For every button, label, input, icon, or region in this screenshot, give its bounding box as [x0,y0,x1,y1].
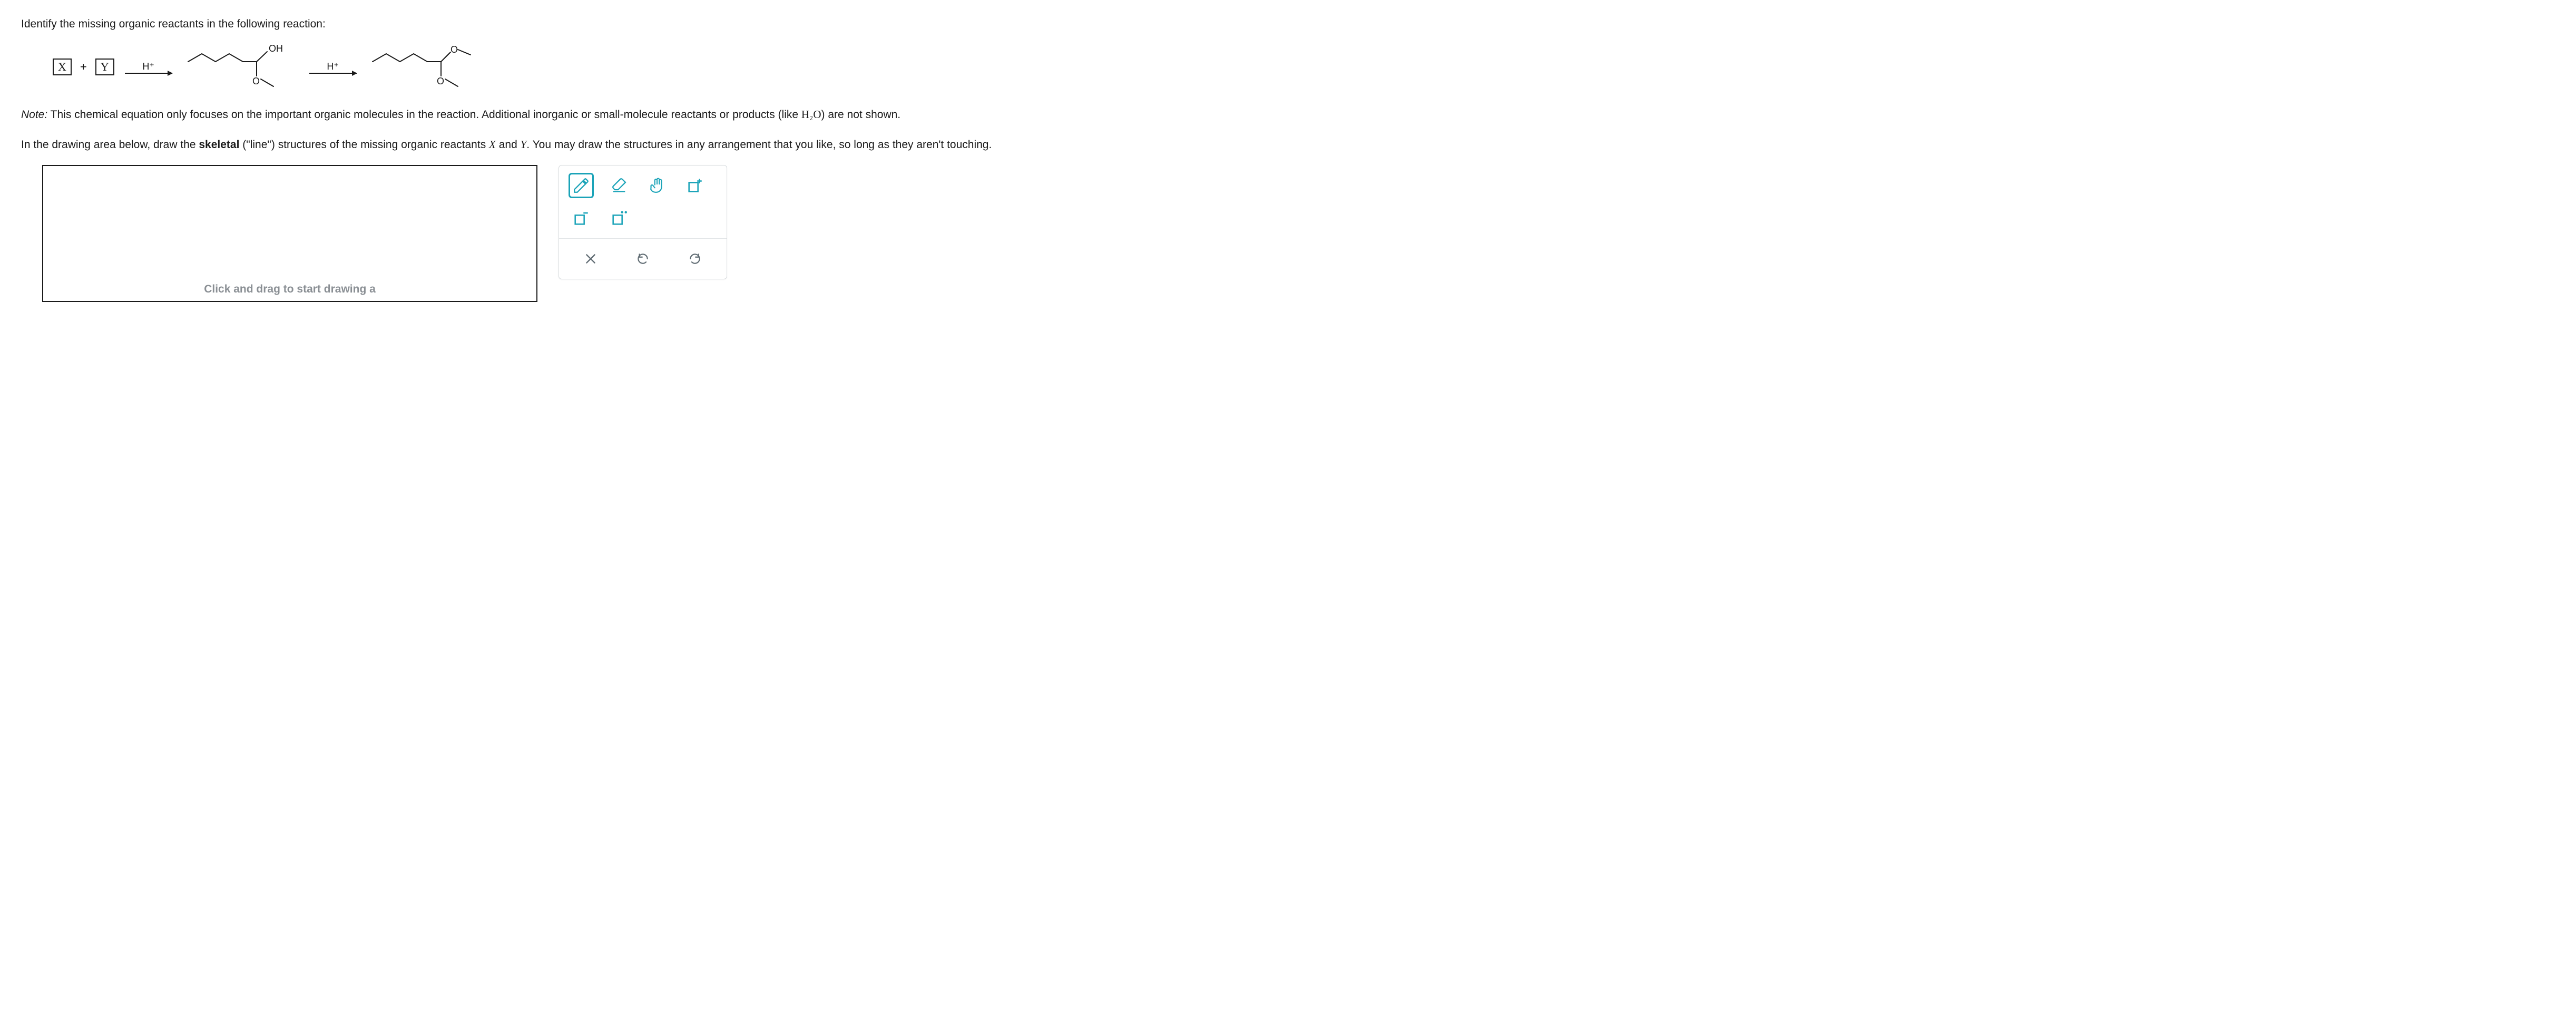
instruction-part-3: . You may draw the structures in any arr… [526,139,992,151]
add-box-button[interactable] [682,173,708,198]
redo-button[interactable] [682,246,708,271]
redo-icon [688,252,702,266]
eraser-button[interactable] [606,173,632,198]
lone-pair-box-icon [610,209,628,227]
arrow-2: H⁺ [309,60,357,74]
close-button[interactable] [578,246,603,271]
note-body-2: ) are not shown. [821,109,901,121]
add-box-icon [686,177,704,194]
o-label: O [252,76,260,86]
reactant-x-box: X [53,59,72,75]
tool-row-2 [559,206,727,238]
lone-pair-box-button[interactable] [606,206,632,231]
pencil-icon [572,177,590,194]
note-label: Note: [21,109,47,121]
tool-row-actions [559,238,727,279]
minus-box-icon [572,209,590,227]
note-body-1: This chemical equation only focuses on t… [47,109,801,121]
instruction-text: In the drawing area below, draw the skel… [21,137,2555,153]
canvas-row: Click and drag to start drawing a [42,165,2555,302]
close-icon [584,252,598,266]
arrow-1-shaft [125,73,172,74]
reactant-y-box: Y [95,59,114,75]
arrow-2-shaft [309,73,357,74]
note-chem: H₂O [801,108,821,121]
pencil-button[interactable] [569,173,594,198]
plus-sign: + [78,58,89,75]
tool-row-1 [559,165,727,206]
minus-box-button[interactable] [569,206,594,231]
hand-icon [648,177,666,194]
arrow-1: H⁺ [125,60,172,74]
instruction-part-2: ("line") structures of the missing organ… [239,139,489,151]
undo-button[interactable] [630,246,655,271]
undo-icon [636,252,650,266]
drawing-area[interactable]: Click and drag to start drawing a [42,165,537,302]
instruction-part-1: In the drawing area below, draw the [21,139,199,151]
reaction-diagram: X + Y H⁺ OH O H⁺ [53,43,2555,91]
tool-panel [559,165,727,279]
hand-button[interactable] [644,173,670,198]
product-structure: O O [367,43,483,91]
instruction-and: and [496,139,521,151]
arrow-2-label: H⁺ [327,60,339,74]
note-block: Note: This chemical equation only focuse… [21,106,2555,123]
oh-label: OH [269,43,283,54]
var-x: X [489,138,496,151]
o-top-label: O [450,44,458,55]
intermediate-structure: OH O [183,43,299,91]
o-bottom-label: O [437,76,444,86]
instruction-bold: skeletal [199,139,239,151]
question-text: Identify the missing organic reactants i… [21,16,2555,33]
arrow-1-label: H⁺ [142,60,154,74]
drawing-hint: Click and drag to start drawing a [204,281,376,298]
eraser-icon [610,177,628,194]
var-y: Y [521,138,527,151]
